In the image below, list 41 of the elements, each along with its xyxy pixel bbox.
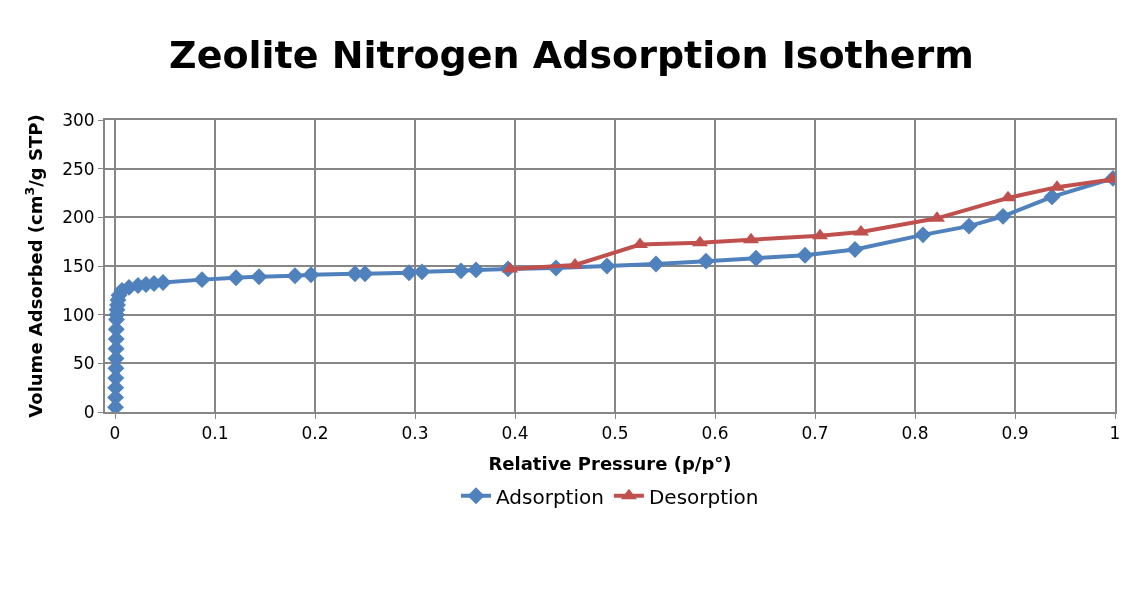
x-tick-label: 0.5 [601, 423, 629, 444]
point [467, 261, 485, 279]
y-tick-label: 200 [62, 207, 95, 228]
y-tick-label: 300 [62, 109, 95, 130]
point [846, 241, 864, 258]
x-axis-title: Relative Pressure (p/p°) [488, 453, 732, 474]
x-tick-label: 0.6 [701, 423, 729, 444]
y-tick-label: 150 [62, 255, 95, 276]
point [1043, 188, 1061, 206]
point [598, 257, 616, 275]
point [994, 207, 1012, 225]
x-tick-label: 0.2 [301, 423, 329, 444]
x-tick-label: 0.9 [1001, 423, 1029, 444]
point [413, 263, 431, 281]
point [647, 255, 665, 273]
point [697, 252, 715, 270]
x-tick-label: 0.8 [901, 423, 929, 444]
y-tick-label: 250 [62, 158, 95, 179]
point [452, 262, 470, 280]
x-tick-label: 0.4 [501, 423, 529, 444]
y-tick-label: 100 [62, 304, 95, 325]
point [914, 226, 932, 244]
x-tick-label: 0.1 [201, 423, 229, 444]
legend-label: Adsorption [496, 484, 604, 509]
point [250, 268, 268, 286]
y-tick-label: 50 [72, 353, 95, 374]
point [302, 266, 320, 284]
point [400, 264, 418, 282]
x-tick-label: 1 [1109, 423, 1121, 444]
y-tick-label: 0 [83, 401, 95, 422]
point [796, 246, 814, 264]
x-tick-label: 0 [109, 423, 121, 444]
point [960, 217, 978, 235]
chart-title: Zeolite Nitrogen Adsorption Isotherm [169, 33, 974, 78]
point [193, 271, 211, 289]
point [747, 249, 765, 267]
point [286, 267, 304, 285]
point [227, 269, 245, 287]
legend-label: Desorption [648, 484, 759, 509]
x-tick-label: 0.7 [801, 423, 829, 444]
x-tick-label: 0.3 [401, 423, 429, 444]
